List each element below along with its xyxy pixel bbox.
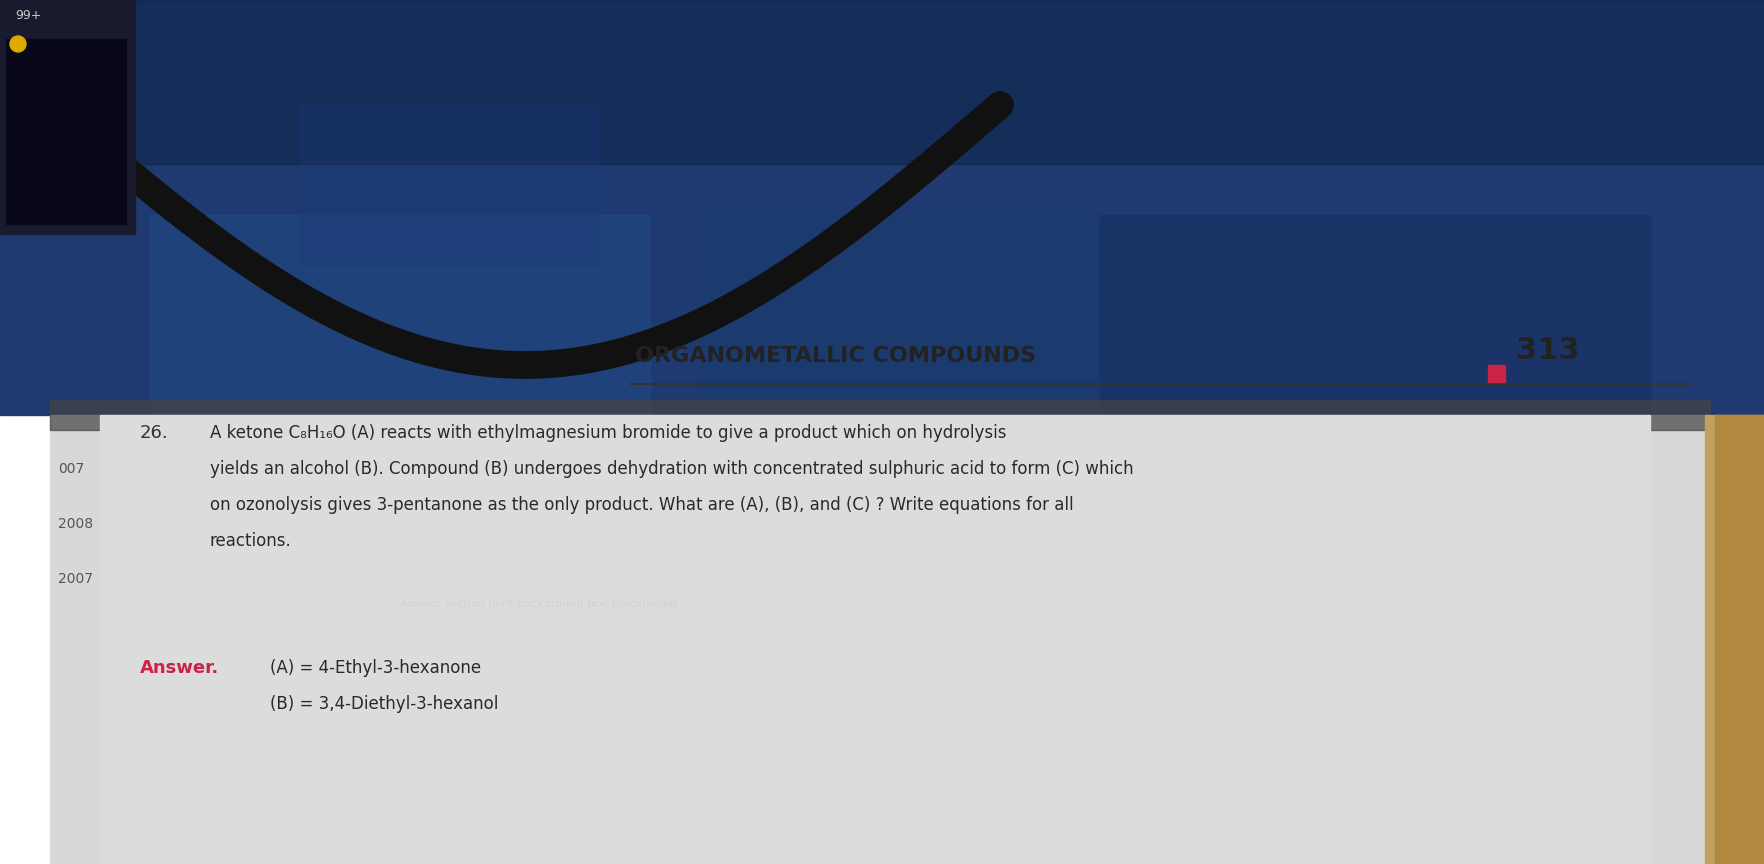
Text: yields an alcohol (B). Compound (B) undergoes dehydration with concentrated sulp: yields an alcohol (B). Compound (B) unde…: [210, 460, 1132, 478]
Bar: [700, 215, 1099, 395]
Text: (B) = 3,4-Diethyl-3-hexanol: (B) = 3,4-Diethyl-3-hexanol: [270, 695, 497, 713]
Text: 2008: 2008: [58, 517, 93, 531]
Text: 99+: 99+: [14, 9, 41, 22]
Bar: [0, 0, 1764, 164]
Bar: [1487, 365, 1505, 382]
Bar: [0, 0, 1764, 415]
Bar: [1704, 415, 1764, 864]
Text: (A) = 4-Ethyl-3-hexanone: (A) = 4-Ethyl-3-hexanone: [270, 659, 482, 677]
Text: 313: 313: [1515, 336, 1579, 365]
Bar: [300, 105, 600, 265]
Text: Answer.: Answer.: [139, 659, 219, 677]
Bar: [49, 400, 1709, 430]
Text: 007: 007: [58, 462, 85, 476]
Text: Answer section faint background text placeholder: Answer section faint background text pla…: [400, 599, 677, 609]
Bar: [5, 39, 125, 224]
Text: ORGANOMETALLIC COMPOUNDS: ORGANOMETALLIC COMPOUNDS: [635, 346, 1035, 366]
Text: 2007: 2007: [58, 572, 93, 586]
Text: 26.: 26.: [139, 424, 169, 442]
Text: A ketone C₈H₁₆O (A) reacts with ethylmagnesium bromide to give a product which o: A ketone C₈H₁₆O (A) reacts with ethylmag…: [210, 424, 1005, 442]
Text: on ozonolysis gives 3-pentanone as the only product. What are (A), (B), and (C) : on ozonolysis gives 3-pentanone as the o…: [210, 496, 1073, 514]
Bar: [101, 415, 1649, 864]
Text: reactions.: reactions.: [210, 532, 291, 550]
Bar: [49, 415, 1709, 864]
Bar: [1715, 415, 1764, 864]
Bar: [0, 0, 134, 234]
Circle shape: [11, 36, 26, 52]
Bar: [150, 215, 649, 415]
Bar: [1099, 215, 1649, 415]
